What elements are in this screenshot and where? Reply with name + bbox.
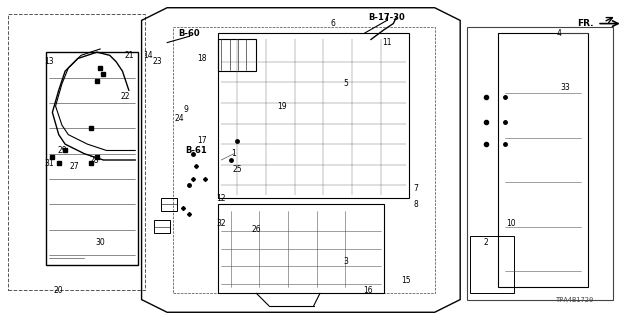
Text: 8: 8: [413, 200, 418, 209]
Text: 28: 28: [89, 156, 99, 164]
Text: TPA4B1720: TPA4B1720: [556, 297, 594, 303]
Text: 33: 33: [561, 83, 570, 92]
Text: 18: 18: [197, 54, 207, 63]
Text: 4: 4: [557, 28, 561, 38]
Text: 32: 32: [216, 219, 226, 228]
Text: 21: 21: [124, 51, 134, 60]
Text: 14: 14: [143, 51, 153, 60]
Text: 11: 11: [382, 38, 392, 47]
Text: 15: 15: [401, 276, 411, 285]
Text: 19: 19: [277, 101, 287, 111]
Text: 3: 3: [343, 257, 348, 266]
Text: 1: 1: [232, 149, 236, 158]
Text: 29: 29: [57, 146, 67, 155]
Text: 26: 26: [252, 225, 261, 234]
Text: 23: 23: [153, 57, 163, 66]
Text: 24: 24: [175, 114, 184, 123]
Text: B-17-30: B-17-30: [369, 13, 405, 22]
Text: FR.: FR.: [577, 19, 594, 28]
Text: 25: 25: [232, 165, 242, 174]
Text: 6: 6: [330, 19, 335, 28]
Text: 17: 17: [197, 136, 207, 146]
Text: 5: 5: [343, 79, 348, 88]
Text: 22: 22: [121, 92, 131, 101]
Text: 2: 2: [483, 238, 488, 247]
Text: 10: 10: [506, 219, 516, 228]
Text: 16: 16: [363, 285, 372, 295]
Text: 20: 20: [54, 285, 63, 295]
Text: B-61: B-61: [185, 146, 207, 155]
Text: 13: 13: [44, 57, 54, 66]
Text: 7: 7: [413, 184, 418, 193]
Text: 12: 12: [216, 194, 226, 203]
Text: 27: 27: [70, 162, 79, 171]
Text: B-60: B-60: [179, 28, 200, 38]
Text: 9: 9: [184, 105, 189, 114]
Text: 31: 31: [44, 159, 54, 168]
Text: 30: 30: [95, 238, 105, 247]
